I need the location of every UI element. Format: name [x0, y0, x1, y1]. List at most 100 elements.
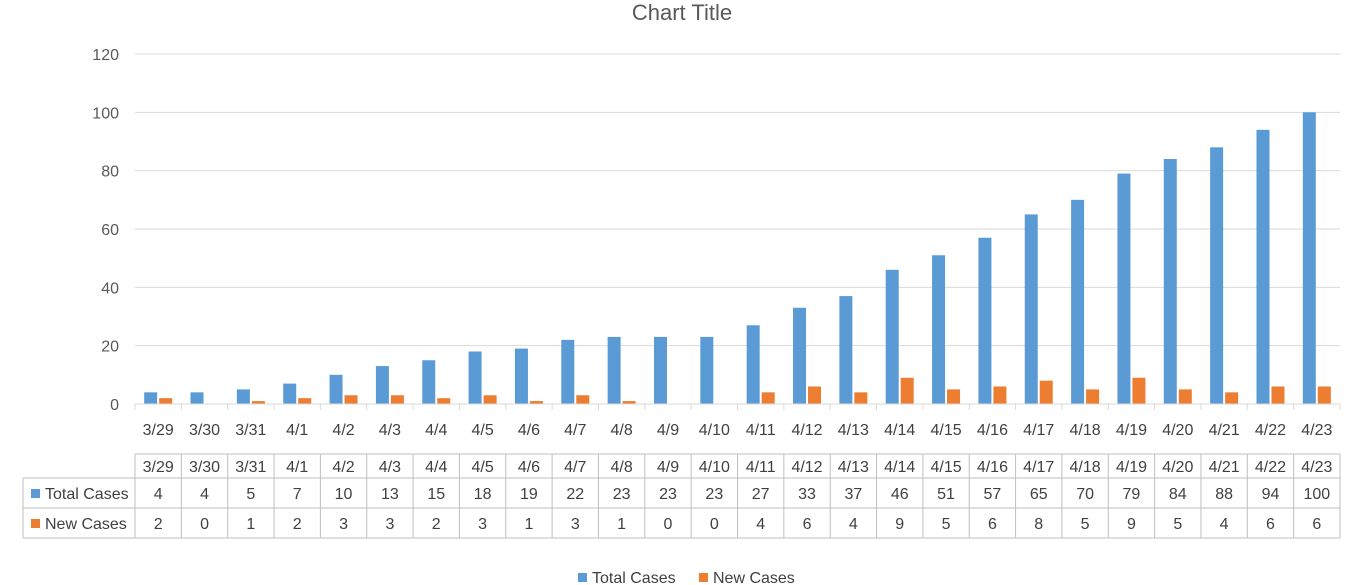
x-category-label: 4/23 [1301, 422, 1332, 439]
x-category-label: 4/15 [930, 422, 961, 439]
legend-label: New Cases [713, 570, 795, 585]
bar-total-cases [746, 325, 760, 404]
table-value-cell: 0 [664, 516, 673, 533]
table-value-cell: 18 [474, 486, 492, 503]
table-header-cell: 4/23 [1301, 459, 1332, 476]
x-category-label: 4/17 [1023, 422, 1054, 439]
bar-total-cases [653, 336, 667, 404]
table-value-cell: 4 [200, 486, 209, 503]
legend-label: Total Cases [592, 570, 676, 585]
data-table: 3/29 3/30 3/31 4/1 4/2 4/3 4/4 4/5 4/6 4/7 4/8 4/9 4… [22, 453, 1341, 539]
x-category-label: 4/13 [838, 422, 869, 439]
table-header-cell: 4/11 [746, 459, 776, 476]
table-header-cell: 3/29 [143, 459, 174, 476]
y-tick-label: 60 [101, 222, 119, 239]
table-header-cell: 4/3 [379, 459, 401, 476]
x-category-label: 4/6 [518, 422, 540, 439]
table-header-cell: 4/16 [977, 459, 1008, 476]
bar-new-cases [529, 401, 543, 404]
table-value-cell: 5 [942, 516, 951, 533]
bar-total-cases [1024, 214, 1038, 404]
table-value-cell: 8 [1034, 516, 1043, 533]
table-value-cell: 4 [1220, 516, 1229, 533]
table-header-cell: 4/6 [518, 459, 540, 476]
bar-new-cases [251, 401, 265, 404]
table-value-cell: 23 [705, 486, 723, 503]
table-value-cell: 100 [1303, 486, 1330, 503]
bar-total-cases [932, 255, 946, 404]
table-header-cell: 4/4 [425, 459, 447, 476]
x-category-label: 4/16 [977, 422, 1008, 439]
x-category-label: 4/10 [699, 422, 730, 439]
table-value-cell: 88 [1215, 486, 1233, 503]
bar-new-cases [1225, 392, 1239, 404]
gridlines [135, 53, 1340, 405]
bar-total-cases [793, 307, 807, 404]
table-header-cell: 3/31 [235, 459, 266, 476]
table-value-cell: 23 [659, 486, 677, 503]
bar-total-cases [468, 351, 482, 404]
table-value-cell: 84 [1169, 486, 1187, 503]
x-category-label: 4/14 [884, 422, 915, 439]
y-tick-label: 80 [101, 164, 119, 181]
table-value-cell: 79 [1123, 486, 1141, 503]
x-category-label: 3/29 [143, 422, 174, 439]
table-header-cell: 4/22 [1255, 459, 1286, 476]
x-category-label: 4/12 [791, 422, 822, 439]
table-value-cell: 0 [200, 516, 209, 533]
table-value-cell: 1 [246, 516, 255, 533]
table-header-cell: 4/10 [699, 459, 730, 476]
x-category-label: 4/21 [1209, 422, 1240, 439]
table-value-cell: 2 [154, 516, 163, 533]
bar-new-cases [854, 392, 868, 404]
y-tick-label: 40 [101, 280, 119, 297]
table-series-label: New Cases [45, 516, 127, 533]
table-value-cell: 3 [478, 516, 487, 533]
bar-new-cases [159, 398, 173, 404]
x-category-label: 4/4 [425, 422, 447, 439]
table-value-cell: 5 [1173, 516, 1182, 533]
table-value-cell: 37 [844, 486, 862, 503]
legend: Total Cases New Cases [578, 570, 795, 585]
table-header-cell: 4/12 [791, 459, 822, 476]
table-legend-key [31, 519, 40, 528]
bar-total-cases [144, 392, 158, 404]
x-category-label: 3/30 [189, 422, 220, 439]
y-tick-label: 0 [110, 397, 119, 414]
y-tick-label: 20 [101, 339, 119, 356]
table-value-cell: 4 [756, 516, 765, 533]
bar-total-cases [561, 339, 575, 404]
y-axis-ticks: 0 20 40 60 80 100 120 [92, 47, 119, 414]
bar-total-cases [1163, 159, 1177, 404]
bar-new-cases [1039, 380, 1053, 404]
table-value-cell: 65 [1030, 486, 1048, 503]
bar-new-cases [1086, 389, 1100, 404]
table-value-cell: 6 [988, 516, 997, 533]
table-header-cell: 4/1 [286, 459, 308, 476]
bar-total-cases [978, 237, 992, 404]
table-value-cell: 27 [752, 486, 770, 503]
bar-total-cases [1210, 147, 1224, 405]
x-category-label: 4/2 [332, 422, 354, 439]
table-header-cell: 4/14 [884, 459, 915, 476]
bar-total-cases [1256, 129, 1270, 405]
bar-new-cases [576, 395, 590, 404]
x-category-label: 4/22 [1255, 422, 1286, 439]
table-header-cell: 4/9 [657, 459, 679, 476]
bar-total-cases [607, 336, 621, 404]
y-tick-label: 100 [92, 105, 119, 122]
bar-new-cases [390, 395, 404, 404]
bar-new-cases [947, 389, 961, 404]
table-header-cell: 4/13 [838, 459, 869, 476]
legend-key [578, 573, 587, 582]
table-legend-key [31, 489, 40, 498]
x-category-label: 4/1 [286, 422, 308, 439]
table-value-cell: 1 [617, 516, 626, 533]
table-value-cell: 2 [293, 516, 302, 533]
bar-total-cases [514, 348, 528, 404]
table-value-cell: 6 [803, 516, 812, 533]
bar-total-cases [422, 360, 436, 404]
bar-total-cases [885, 269, 899, 404]
bar-new-cases [1132, 377, 1146, 404]
